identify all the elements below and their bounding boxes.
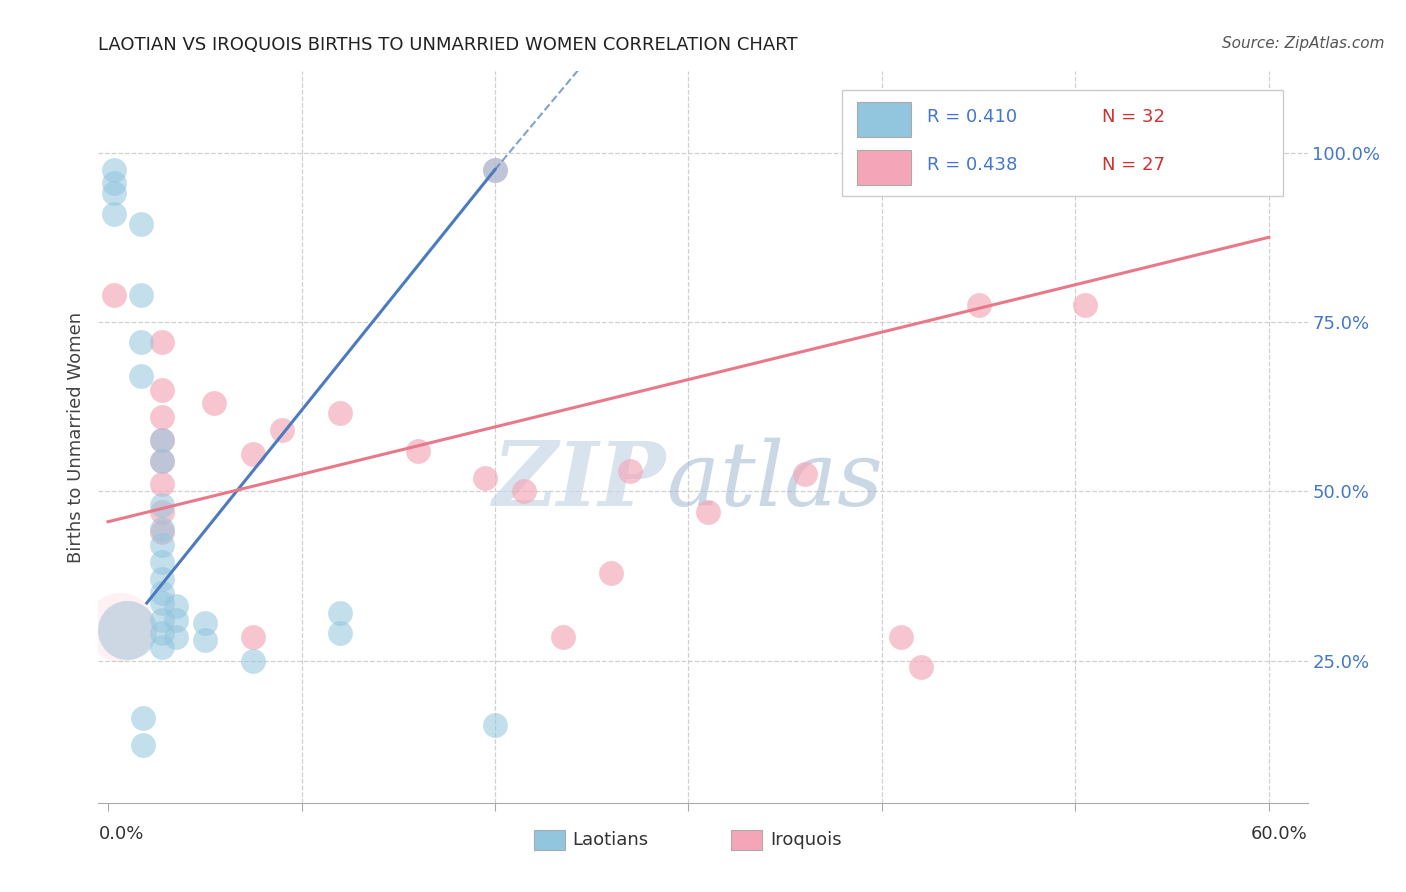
Point <box>150 596 173 610</box>
Point <box>600 566 623 580</box>
Point <box>329 406 352 420</box>
Point <box>150 505 173 519</box>
Point <box>165 599 187 614</box>
Text: R = 0.410: R = 0.410 <box>927 109 1017 127</box>
Point <box>474 471 496 485</box>
Point <box>132 738 155 752</box>
Text: atlas: atlas <box>666 438 883 524</box>
Point <box>103 206 125 220</box>
Point <box>194 616 217 631</box>
Point <box>117 623 139 637</box>
Point <box>117 623 139 637</box>
Point <box>150 383 173 397</box>
Y-axis label: Births to Unmarried Women: Births to Unmarried Women <box>66 311 84 563</box>
Point <box>165 630 187 644</box>
Point <box>967 298 990 312</box>
Point <box>150 434 173 448</box>
Point <box>513 484 536 499</box>
Point <box>242 630 264 644</box>
Point <box>117 623 139 637</box>
Point <box>242 654 264 668</box>
Point <box>271 423 294 437</box>
Point <box>890 630 912 644</box>
Point <box>150 555 173 569</box>
Text: R = 0.438: R = 0.438 <box>927 156 1017 174</box>
Point <box>793 467 815 482</box>
Text: Iroquois: Iroquois <box>770 831 842 849</box>
Point <box>329 606 352 620</box>
FancyBboxPatch shape <box>842 90 1284 195</box>
Point <box>132 711 155 725</box>
Point <box>150 538 173 552</box>
Point <box>129 335 152 350</box>
Point <box>150 454 173 468</box>
Point <box>150 409 173 424</box>
Point <box>484 162 506 177</box>
Point <box>117 623 139 637</box>
Point <box>150 335 173 350</box>
Point <box>103 186 125 201</box>
Text: 0.0%: 0.0% <box>98 825 143 843</box>
Point <box>150 434 173 448</box>
Point <box>150 521 173 535</box>
Point <box>150 454 173 468</box>
Point <box>117 623 139 637</box>
Point <box>103 288 125 302</box>
Text: Laotians: Laotians <box>572 831 648 849</box>
Point <box>117 623 139 637</box>
Point <box>129 369 152 384</box>
Point <box>129 288 152 302</box>
Point <box>1074 298 1097 312</box>
Point <box>165 613 187 627</box>
Point <box>150 524 173 539</box>
Point <box>108 620 131 634</box>
Point <box>103 176 125 190</box>
Text: Source: ZipAtlas.com: Source: ZipAtlas.com <box>1222 36 1385 51</box>
Point <box>150 586 173 600</box>
Point <box>484 718 506 732</box>
Text: 60.0%: 60.0% <box>1251 825 1308 843</box>
Point <box>150 498 173 512</box>
Point <box>329 626 352 640</box>
Point <box>117 623 139 637</box>
Point <box>150 640 173 654</box>
FancyBboxPatch shape <box>856 102 911 137</box>
Point <box>406 443 429 458</box>
Point <box>117 623 139 637</box>
Point <box>150 626 173 640</box>
Point <box>696 505 718 519</box>
Point <box>242 447 264 461</box>
Text: N = 27: N = 27 <box>1102 156 1166 174</box>
Point <box>103 162 125 177</box>
Point <box>204 396 226 410</box>
Point <box>910 660 932 674</box>
Point <box>150 477 173 491</box>
Text: N = 32: N = 32 <box>1102 109 1166 127</box>
Point <box>619 464 641 478</box>
Point <box>150 613 173 627</box>
Point <box>150 572 173 586</box>
Text: LAOTIAN VS IROQUOIS BIRTHS TO UNMARRIED WOMEN CORRELATION CHART: LAOTIAN VS IROQUOIS BIRTHS TO UNMARRIED … <box>98 36 799 54</box>
Point <box>484 162 506 177</box>
FancyBboxPatch shape <box>856 150 911 185</box>
Text: ZIP: ZIP <box>494 438 666 524</box>
Point <box>551 630 574 644</box>
Point <box>129 217 152 231</box>
Point <box>194 633 217 648</box>
